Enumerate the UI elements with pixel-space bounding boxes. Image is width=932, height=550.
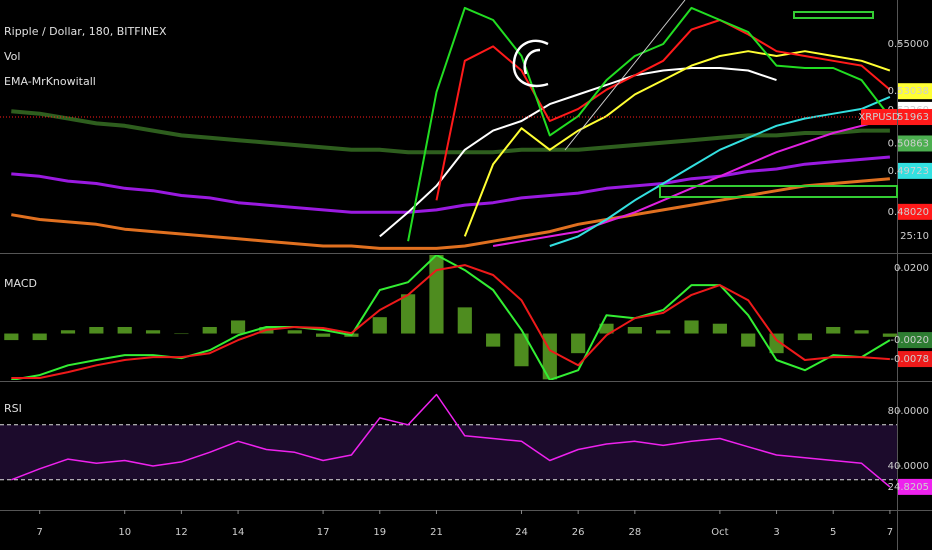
series-line	[11, 155, 891, 214]
histogram-bar	[882, 333, 897, 337]
drawing-trendline	[564, 0, 686, 151]
histogram-bar	[599, 323, 614, 334]
x-tick-label: 19	[373, 527, 386, 538]
histogram-bar	[684, 320, 699, 334]
chart-title: Ripple / Dollar, 180, BITFINEX	[4, 25, 167, 38]
bar-countdown: 25:10	[900, 231, 929, 242]
histogram-bar	[401, 294, 416, 334]
pane-title: MACD	[4, 277, 37, 290]
y-tick-label: 0.55000	[888, 39, 929, 50]
value-label: -0.0078	[890, 354, 929, 365]
x-tick-label: Oct	[711, 527, 728, 538]
histogram-bar	[656, 330, 671, 334]
pane-title: RSI	[4, 402, 22, 415]
price-badge	[898, 135, 932, 152]
x-tick-label: 21	[430, 527, 443, 538]
value-label: 24.8205	[888, 482, 929, 493]
price-label: 0.49723	[888, 166, 929, 177]
histogram-bar	[457, 307, 472, 334]
histogram-bar	[769, 333, 784, 354]
series-line	[435, 19, 891, 201]
series-line	[11, 393, 891, 488]
drawing-rectangle	[793, 11, 874, 19]
histogram-bar	[486, 333, 501, 347]
price-label: 0.48020	[888, 207, 929, 218]
histogram-bar	[797, 333, 812, 341]
series-line	[549, 95, 891, 247]
histogram-bar	[89, 326, 104, 334]
histogram-bar	[627, 326, 642, 334]
drawing-circle	[512, 39, 549, 88]
series-line	[407, 6, 891, 242]
histogram-bar	[741, 333, 756, 347]
pane	[0, 393, 897, 488]
x-tick-label: 5	[830, 527, 836, 538]
histogram-bar	[316, 333, 331, 337]
value-badge	[898, 332, 932, 349]
x-tick-label: 14	[232, 527, 245, 538]
series-line	[11, 264, 890, 379]
histogram-bar	[174, 333, 189, 335]
indicator-label: Vol	[4, 50, 20, 63]
level-band	[0, 424, 897, 480]
y-tick-label: 0.0200	[894, 263, 929, 274]
price-badge	[898, 203, 932, 220]
histogram-bar	[202, 326, 217, 334]
x-tick-label: 26	[572, 527, 585, 538]
plot-layers: 0.550000.530380.522600.519630.508630.497…	[0, 6, 932, 538]
histogram-bar	[826, 326, 841, 334]
x-tick-label: 7	[36, 527, 42, 538]
y-tick-label: 80.0000	[888, 406, 929, 417]
symbol-badge	[861, 109, 897, 126]
series-line	[379, 67, 777, 238]
histogram-bar	[117, 326, 132, 334]
value-badge	[898, 478, 932, 495]
x-tick-label: 12	[175, 527, 188, 538]
price-label: 0.53038	[888, 86, 929, 97]
x-tick-label: 24	[515, 527, 528, 538]
price-label: 0.51963	[888, 112, 929, 123]
x-tick-label: 3	[773, 527, 779, 538]
drawing-rectangle	[659, 185, 898, 198]
series-line	[463, 50, 891, 237]
price-label: 0.50863	[888, 138, 929, 149]
price-badge	[898, 109, 932, 126]
histogram-bar	[230, 320, 246, 334]
value-badge	[898, 351, 932, 368]
histogram-bar	[571, 333, 586, 354]
pane	[4, 255, 897, 380]
x-tick-label: 7	[887, 527, 893, 538]
histogram-bar	[429, 255, 444, 334]
histogram-bar	[514, 333, 529, 367]
price-badge	[898, 83, 932, 100]
histogram-bar	[32, 333, 47, 341]
symbol-label: XRPUSD	[858, 112, 899, 123]
histogram-bar	[854, 330, 869, 334]
indicator-label: EMA-MrKnowitall	[4, 75, 96, 88]
price-badge	[898, 162, 932, 179]
series-line	[492, 117, 891, 247]
series-line	[11, 109, 890, 155]
value-label: -0.0020	[890, 335, 929, 346]
histogram-bar	[287, 330, 302, 334]
series-line	[11, 255, 891, 380]
y-tick-label: 40.0000	[888, 461, 929, 472]
histogram-bar	[60, 330, 76, 334]
histogram-bar	[712, 323, 727, 334]
histogram-bar	[145, 330, 161, 334]
x-tick-label: 17	[317, 527, 330, 538]
x-tick-label: 28	[628, 527, 641, 538]
histogram-bar	[372, 317, 387, 334]
x-tick-label: 10	[118, 527, 131, 538]
histogram-bar	[4, 333, 19, 341]
